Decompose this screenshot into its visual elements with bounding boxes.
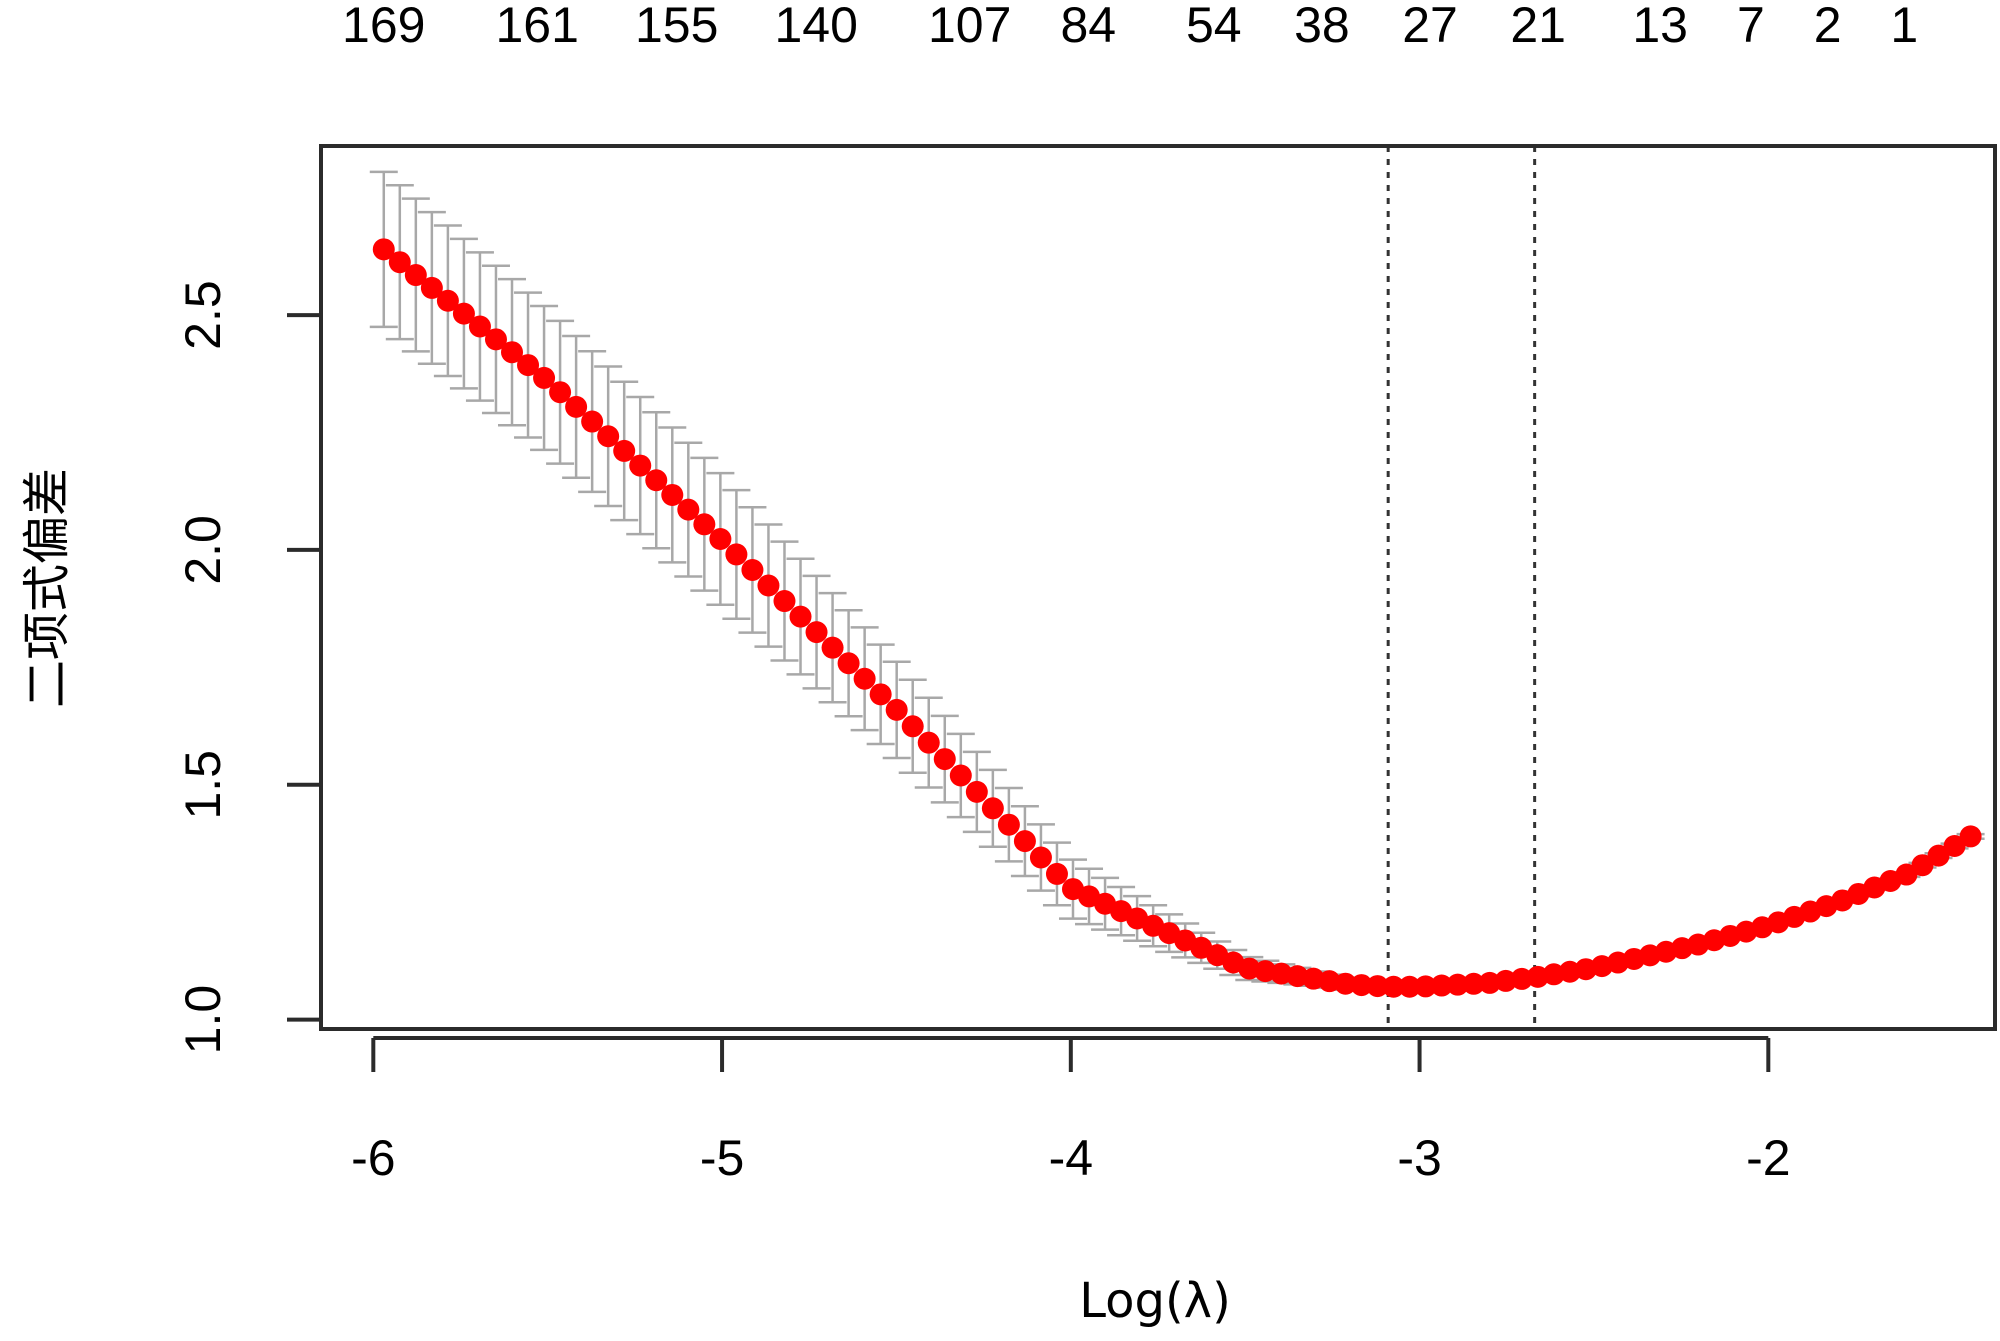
data-point (549, 381, 572, 404)
reference-lines (1386, 146, 1537, 1029)
data-point (853, 667, 876, 690)
data-point (677, 498, 700, 521)
data-point (933, 748, 956, 771)
data-points (372, 238, 1982, 998)
data-point (741, 558, 764, 581)
data-point (1478, 971, 1501, 994)
x-tick-label: -5 (700, 1130, 744, 1186)
data-point (501, 341, 524, 364)
data-point (1446, 973, 1469, 996)
data-point (613, 439, 636, 462)
top-axis-label: 13 (1632, 0, 1688, 53)
top-axis-label: 107 (928, 0, 1011, 53)
top-axis-label: 21 (1510, 0, 1566, 53)
data-point (693, 513, 716, 536)
data-point (1494, 969, 1517, 992)
top-axis-label: 161 (496, 0, 579, 53)
data-point (629, 454, 652, 477)
top-axis-label: 140 (775, 0, 858, 53)
data-point (597, 425, 620, 448)
data-point (372, 238, 395, 261)
y-tick-label: 2.0 (175, 515, 231, 585)
data-point (1414, 975, 1437, 998)
data-point (581, 410, 604, 433)
data-point (869, 683, 892, 706)
data-point (917, 731, 940, 754)
data-point (709, 527, 732, 550)
top-axis-label: 1 (1890, 0, 1918, 53)
data-point (436, 289, 459, 312)
x-axis: -6 -5 -4 -3 -2 (351, 1036, 1791, 1186)
data-point (1382, 975, 1405, 998)
data-point (805, 621, 828, 644)
top-axis-label: 27 (1402, 0, 1458, 53)
y-axis-title: 二项式偏差 (19, 468, 75, 708)
data-point (981, 797, 1004, 820)
data-point (1895, 863, 1918, 886)
plot-frame (319, 144, 1997, 1031)
x-tick-label: -2 (1746, 1130, 1790, 1186)
data-point (1943, 835, 1966, 858)
top-axis-label: 155 (635, 0, 718, 53)
top-axis-label: 7 (1737, 0, 1765, 53)
data-point (484, 328, 507, 351)
top-axis-label: 84 (1060, 0, 1116, 53)
data-point (1398, 975, 1421, 998)
data-point (420, 276, 443, 299)
data-point (452, 302, 475, 325)
data-point (404, 264, 427, 287)
top-axis-label: 169 (342, 0, 425, 53)
data-point (1927, 844, 1950, 867)
data-point (533, 366, 556, 389)
data-point (1366, 975, 1389, 998)
data-point (789, 605, 812, 628)
y-tick-label: 1.0 (175, 985, 231, 1055)
data-point (1334, 972, 1357, 995)
data-point (757, 574, 780, 597)
data-point (725, 543, 748, 566)
data-point (645, 469, 668, 492)
data-point (517, 354, 540, 377)
data-point (885, 698, 908, 721)
top-axis-label: 2 (1814, 0, 1842, 53)
y-axis: 1.0 1.5 2.0 2.5 (175, 280, 321, 1054)
data-point (1350, 974, 1373, 997)
data-point (837, 652, 860, 675)
top-axis-label: 54 (1186, 0, 1242, 53)
top-axis-label: 38 (1294, 0, 1350, 53)
data-point (388, 251, 411, 274)
data-point (997, 813, 1020, 836)
x-tick-label: -4 (1049, 1130, 1093, 1186)
data-point (661, 483, 684, 506)
data-point (949, 764, 972, 787)
data-point (565, 395, 588, 418)
data-point (901, 715, 924, 738)
y-tick-label: 1.5 (175, 750, 231, 820)
data-point (1013, 830, 1036, 853)
data-point (1462, 972, 1485, 995)
y-tick-label: 2.5 (175, 280, 231, 350)
x-tick-label: -3 (1397, 1130, 1441, 1186)
top-axis-labels: 169 161 155 140 107 84 54 38 27 21 13 7 2 1 (342, 0, 1918, 53)
x-axis-title: Log(λ) (1079, 1273, 1231, 1329)
data-point (1029, 846, 1052, 869)
x-tick-label: -6 (351, 1130, 395, 1186)
data-point (821, 636, 844, 659)
data-point (1045, 862, 1068, 885)
data-point (1510, 967, 1533, 990)
data-point (773, 590, 796, 613)
data-point (1959, 825, 1982, 848)
data-point (1911, 854, 1934, 877)
data-point (468, 315, 491, 338)
data-point (965, 780, 988, 803)
data-point (1430, 974, 1453, 997)
